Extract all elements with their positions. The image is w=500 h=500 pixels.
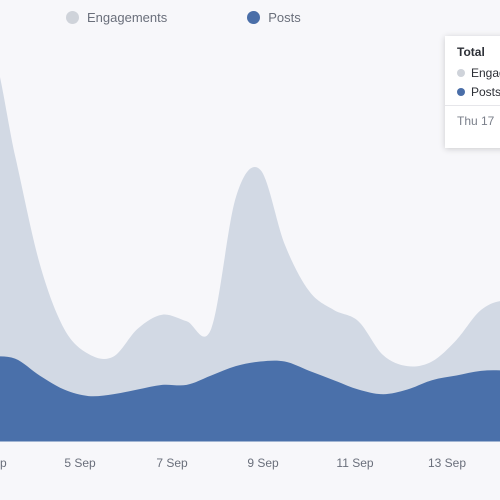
tooltip-divider [445, 105, 500, 106]
legend-item-posts[interactable]: Posts [247, 10, 301, 25]
tooltip-row-engagements: Engag [457, 66, 500, 80]
legend-item-engagements[interactable]: Engagements [66, 10, 167, 25]
x-tick-label-clipped: p [0, 456, 7, 470]
x-tick-label: 7 Sep [156, 456, 188, 470]
tooltip-posts-dot-icon [457, 88, 465, 96]
legend: Engagements Posts [66, 10, 301, 25]
legend-label-engagements: Engagements [87, 10, 168, 25]
tooltip-row-posts: Posts [457, 85, 500, 99]
x-tick-label: 9 Sep [247, 456, 279, 470]
posts-area [0, 356, 500, 441]
tooltip-title: Total [457, 45, 485, 59]
engagements-legend-dot-icon [66, 11, 79, 24]
x-axis-ticks: 5 Sep 7 Sep 9 Sep 11 Sep 13 Sep p [0, 456, 466, 470]
tooltip-posts-label: Posts [471, 85, 500, 99]
posts-legend-dot-icon [247, 11, 261, 24]
tooltip-date: Thu 17 [457, 114, 495, 128]
x-tick-label: 13 Sep [428, 456, 466, 470]
x-tick-label: 11 Sep [336, 456, 373, 470]
x-tick-label: 5 Sep [64, 456, 96, 470]
engagements-area [0, 77, 500, 441]
legend-label-posts: Posts [268, 10, 301, 25]
tooltip-engagements-label: Engag [471, 66, 500, 80]
chart-tooltip: Total Engag Posts Thu 17 [445, 36, 500, 148]
tooltip-engagements-dot-icon [457, 69, 465, 77]
